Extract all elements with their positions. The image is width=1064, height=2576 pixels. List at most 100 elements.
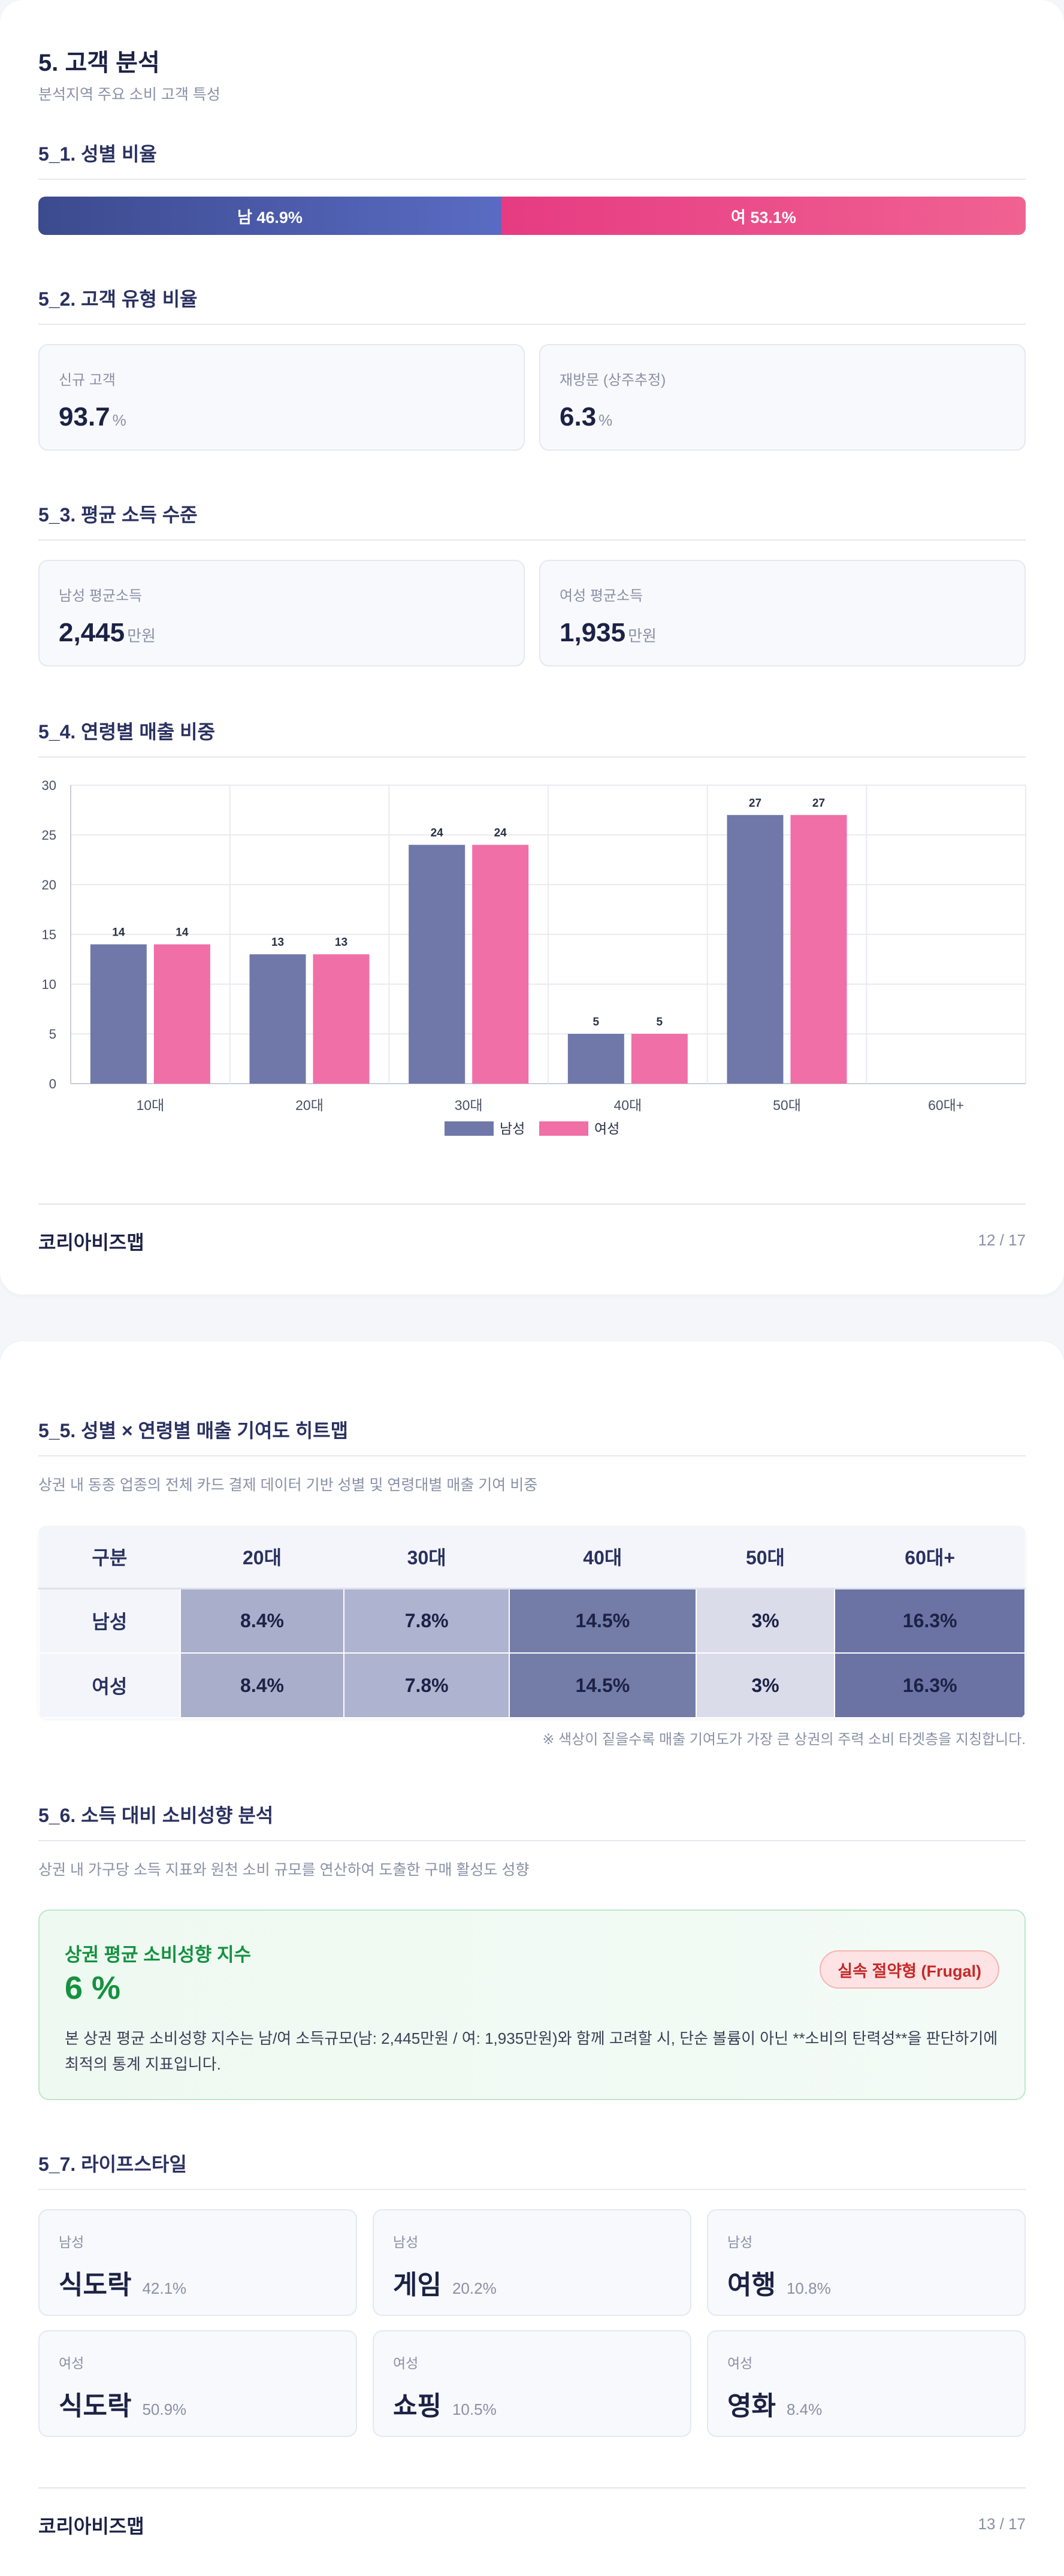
y-tick-label: 15: [42, 927, 56, 942]
heatmap-note: ※ 색상이 짙을수록 매출 기여도가 가장 큰 상권의 주력 소비 타겟층을 지…: [542, 1732, 1026, 1748]
heatmap-row-male: 남성 8.4% 7.8% 14.5% 3% 16.3%: [38, 1588, 1026, 1654]
consumption-index-box: 상권 평균 소비성향 지수 6 % 실속 절약형 (Frugal) 본 상권 평…: [38, 1910, 1026, 2100]
bar-female: [153, 944, 210, 1084]
lifestyle-gender: 남성: [59, 2234, 84, 2250]
stat-value: 2,445 만원: [59, 618, 156, 647]
y-tick-label: 5: [49, 1027, 56, 1042]
lifestyle-card: 남성 게임 20.2%: [373, 2209, 691, 2316]
x-tick-label: 40대: [613, 1097, 642, 1113]
stat-card-new-customers: 신규 고객 93.7%: [38, 344, 525, 451]
bar-male: [90, 944, 147, 1084]
heatmap-header-cell: 40대: [509, 1526, 696, 1589]
bar-value-label: 13: [335, 936, 347, 949]
lifestyle-percent: 10.8%: [786, 2279, 831, 2297]
bar-female: [631, 1034, 688, 1084]
lifestyle-card: 여성 쇼핑 10.5%: [373, 2330, 691, 2437]
x-tick-label: 60대+: [928, 1097, 964, 1113]
heatmap-header-cell: 60대+: [835, 1526, 1025, 1589]
lifestyle-percent: 42.1%: [142, 2279, 187, 2297]
heatmap-cell: 8.4%: [179, 1652, 345, 1718]
bar-female: [790, 815, 847, 1084]
male-ratio-segment: 남 46.9%: [38, 197, 501, 235]
bar-value-label: 24: [431, 827, 444, 840]
stat-unit: 만원: [628, 627, 657, 645]
lifestyle-percent: 50.9%: [142, 2400, 187, 2418]
stat-unit: %: [112, 411, 126, 429]
heatmap-cell: 14.5%: [509, 1652, 697, 1718]
gender-ratio-bar: 남 46.9% 여 53.1%: [38, 197, 1026, 235]
section-title-age-sales: 5_4. 연령별 매출 비중: [38, 717, 1026, 758]
lifestyle-gender: 여성: [59, 2355, 84, 2371]
lifestyle-gender: 남성: [727, 2234, 753, 2250]
lifestyle-name: 쇼핑: [393, 2391, 442, 2421]
y-tick-label: 25: [42, 828, 56, 843]
x-tick-label: 10대: [136, 1097, 164, 1113]
heatmap-cell: 7.8%: [343, 1588, 510, 1654]
bar-female: [472, 844, 529, 1084]
footer-page-number: 12 / 17: [978, 1231, 1026, 1249]
consumption-index-title: 상권 평균 소비성향 지수: [65, 1944, 252, 1965]
heatmap-cell: 8.4%: [179, 1588, 345, 1654]
bar-female: [313, 954, 370, 1084]
stat-label: 재방문 (상주추정): [560, 372, 666, 388]
lifestyle-name: 게임: [393, 2270, 442, 2300]
bar-value-label: 27: [812, 797, 825, 810]
stat-label: 여성 평균소득: [560, 588, 643, 604]
lifestyle-percent: 20.2%: [452, 2279, 497, 2297]
heatmap-header-cell: 구분: [39, 1526, 180, 1589]
stat-unit: %: [598, 411, 613, 429]
section-title-gender-ratio: 5_1. 성별 비율: [38, 139, 1026, 180]
lifestyle-name: 여행: [727, 2270, 776, 2300]
lifestyle-gender: 여성: [393, 2355, 419, 2371]
consumption-explanation: 본 상권 평균 소비성향 지수는 남/여 소득규모(남: 2,445만원 / 여…: [65, 2029, 998, 2073]
heatmap-cell: 16.3%: [834, 1588, 1026, 1654]
x-tick-label: 30대: [455, 1097, 483, 1113]
female-ratio-segment: 여 53.1%: [501, 197, 1026, 235]
heatmap-description: 상권 내 동종 업종의 전체 카드 결제 데이터 기반 성별 및 연령대별 매출…: [38, 1477, 538, 1494]
lifestyle-card: 남성 식도락 42.1%: [38, 2209, 357, 2316]
heatmap-row-female: 여성 8.4% 7.8% 14.5% 3% 16.3%: [38, 1652, 1026, 1718]
section-title-customer-type: 5_2. 고객 유형 비율: [38, 284, 1026, 325]
legend-label: 남성: [500, 1121, 525, 1136]
x-tick-label: 50대: [773, 1097, 801, 1113]
bar-value-label: 24: [494, 827, 507, 840]
bar-value-label: 14: [176, 927, 189, 939]
heatmap-cell: 7.8%: [343, 1652, 510, 1718]
legend-swatch: [539, 1121, 588, 1136]
y-tick-label: 10: [42, 977, 56, 992]
section-title-income: 5_3. 평균 소득 수준: [38, 500, 1026, 541]
bar-value-label: 13: [271, 936, 284, 949]
bar-male: [567, 1034, 624, 1084]
section-title-heatmap: 5_5. 성별 × 연령별 매출 기여도 히트맵: [38, 1416, 1026, 1456]
footer-page-number: 13 / 17: [978, 2515, 1026, 2533]
lifestyle-gender: 남성: [393, 2234, 419, 2250]
footer-divider: [38, 1203, 1026, 1205]
stat-card-returning-customers: 재방문 (상주추정) 6.3%: [539, 344, 1026, 451]
heatmap-cell: 3%: [695, 1588, 836, 1654]
age-sales-bar-chart: 0 5 10 15 20 25 30 14 14 10대 13 13 20대 24 24 30대 5 5 40대 27…: [42, 778, 1026, 1136]
stat-card-female-income: 여성 평균소득 1,935 만원: [539, 560, 1026, 666]
stat-card-male-income: 남성 평균소득 2,445 만원: [38, 560, 525, 666]
section-title-consumption: 5_6. 소득 대비 소비성향 분석: [38, 1800, 1026, 1841]
bar-male: [727, 815, 784, 1084]
heatmap-header-cell: 30대: [344, 1526, 509, 1589]
page-subtitle: 분석지역 주요 소비 고객 특성: [38, 86, 220, 103]
bar-value-label: 14: [112, 927, 125, 939]
lifestyle-name: 식도락: [59, 2391, 132, 2421]
footer-brand: 코리아비즈맵: [38, 2515, 144, 2537]
bar-value-label: 5: [593, 1016, 600, 1028]
consumption-index-value: 6 %: [65, 1970, 121, 2006]
consumption-description: 상권 내 가구당 소득 지표와 원천 소비 규모를 연산하여 도출한 구매 활성…: [38, 1862, 530, 1878]
stat-value: 6.3%: [560, 402, 613, 432]
y-tick-label: 20: [42, 877, 56, 892]
lifestyle-percent: 8.4%: [786, 2400, 823, 2418]
page-title: 5. 고객 분석: [38, 50, 160, 76]
heatmap-cell: 3%: [695, 1652, 836, 1718]
stat-unit: 만원: [127, 627, 156, 645]
lifestyle-name: 영화: [727, 2391, 776, 2421]
stat-value: 1,935 만원: [560, 618, 657, 647]
bar-male: [249, 954, 306, 1084]
legend-swatch: [445, 1121, 494, 1136]
sales-heatmap-table: 구분 20대 30대 40대 50대 60대+ 남성 8.4% 7.8% 14.…: [38, 1526, 1026, 1718]
bar-value-label: 5: [657, 1016, 663, 1028]
